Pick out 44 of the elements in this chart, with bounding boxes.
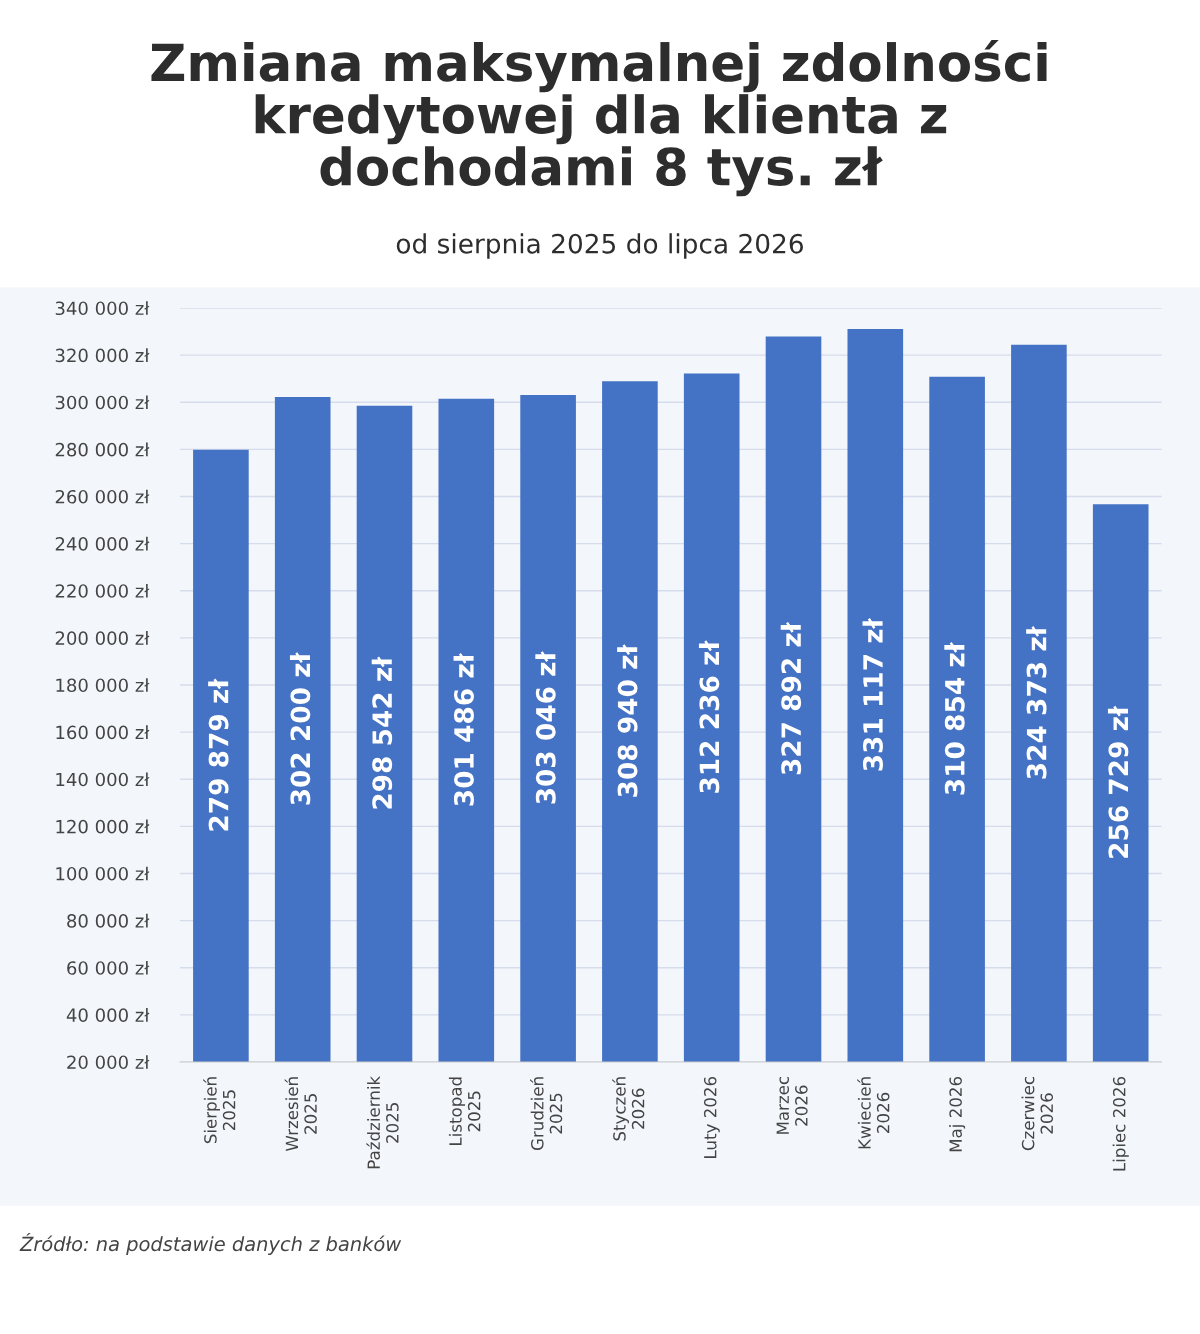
x-tick-label: Październik 2025 [366, 1075, 399, 1169]
y-tick-label: 240 000 zł [55, 536, 150, 551]
x-tick-label: Listopad 2025 [448, 1077, 481, 1145]
y-tick-label: 220 000 zł [55, 583, 150, 598]
data-label: 308 940 zł [617, 644, 638, 797]
data-label: 298 542 zł [371, 656, 393, 809]
chart-subtitle: od sierpnia 2025 do lipca 2026 [396, 233, 803, 259]
x-tick-label: Styczeń 2026 [612, 1077, 645, 1141]
data-label: 324 373 zł [1026, 626, 1047, 779]
y-tick-label: 160 000 zł [56, 725, 150, 740]
data-label: 303 046 zł [535, 651, 556, 804]
y-tick-label: 180 000 zł [56, 678, 150, 693]
y-tick-label: 100 000 zł [56, 866, 150, 881]
data-label: 302 200 zł [289, 652, 311, 805]
x-tick-label: Grudzień 2025 [530, 1077, 563, 1151]
y-tick-label: 80 000 zł [67, 913, 150, 928]
x-tick-label: Kwiecień 2026 [857, 1077, 890, 1149]
x-tick-label: Wrzesień 2025 [284, 1077, 317, 1152]
y-tick-label: 200 000 zł [55, 631, 150, 645]
x-tick-label: Luty 2026 [703, 1076, 720, 1158]
x-tick-label: Czerwiec 2026 [1021, 1076, 1054, 1151]
data-label: 312 236 zł [698, 640, 720, 793]
y-tick-label: 120 000 zł [56, 819, 150, 834]
y-tick-label: 280 000 zł [55, 442, 150, 457]
data-label: 327 892 zł [780, 621, 802, 775]
data-label: 301 486 zł [453, 653, 474, 806]
x-tick-label: Sierpień 2025 [203, 1077, 236, 1144]
y-tick-label: 300 000 zł [55, 395, 150, 410]
y-tick-label: 320 000 zł [55, 348, 150, 363]
x-tick-label: Maj 2026 [949, 1076, 966, 1152]
y-tick-label: 20 000 zł [67, 1055, 150, 1070]
data-label: 331 117 zł [862, 618, 883, 771]
data-label: 256 729 zł [1107, 705, 1129, 858]
y-tick-label: 40 000 zł [66, 1008, 150, 1022]
x-tick-label: Lipiec 2026 [1112, 1076, 1129, 1171]
y-tick-label: 260 000 zł [55, 489, 150, 504]
text: Źródło: na podstawie danych z banków [19, 1232, 402, 1256]
y-tick-label: 140 000 zł [56, 772, 150, 787]
data-label: 279 879 zł [208, 678, 229, 831]
y-tick-label: 340 000 zł [55, 301, 150, 316]
x-tick-label: Marzec 2026 [776, 1076, 808, 1134]
data-label: 310 854 zł [944, 641, 965, 795]
y-tick-label: 60 000 zł [67, 960, 150, 975]
chart-title: Zmiana maksymalnej zdolności kredytowej dla klienta z dochodami 8 tys. zł [151, 40, 1047, 197]
